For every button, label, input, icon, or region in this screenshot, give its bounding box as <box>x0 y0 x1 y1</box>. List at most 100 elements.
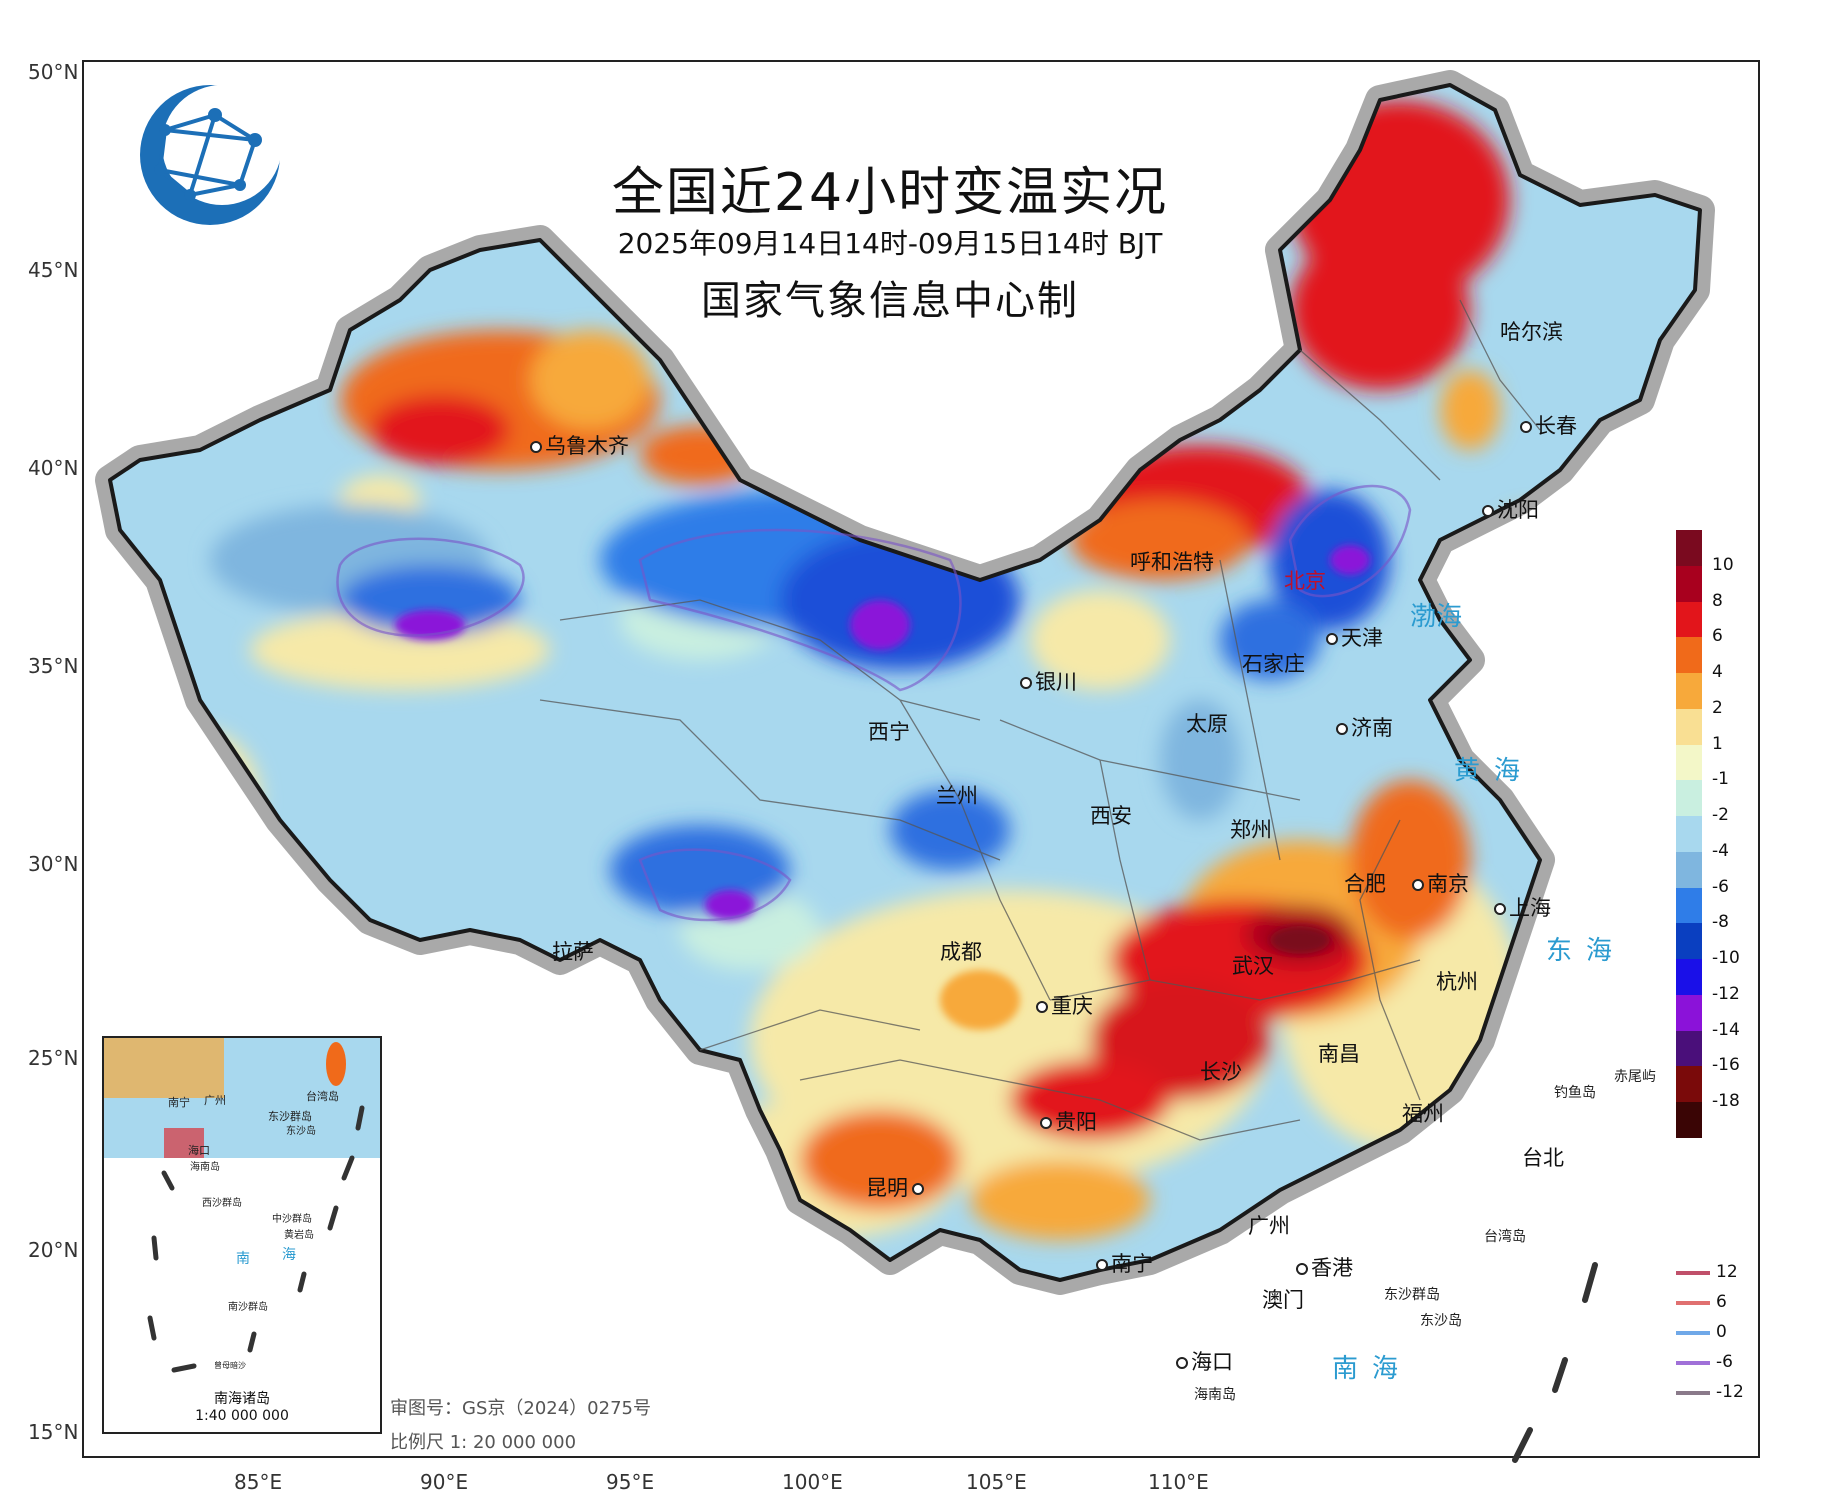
lat-label: 45°N <box>28 258 79 282</box>
city-kunming: 昆明 <box>866 1172 927 1202</box>
inset-label: 海口 <box>188 1144 210 1157</box>
lon-label: 105°E <box>966 1470 1027 1494</box>
legend-swatch <box>1676 673 1702 710</box>
legend-label: 6 <box>1712 626 1723 647</box>
city-guangzhou: 广州 <box>1248 1214 1290 1238</box>
inset-label: 东沙群岛 <box>268 1110 312 1123</box>
lat-label: 35°N <box>28 654 79 678</box>
contour-legend-label: -12 <box>1716 1382 1744 1402</box>
city-shijiazhuang: 石家庄 <box>1242 652 1305 676</box>
legend-label: 1 <box>1712 733 1723 754</box>
lon-label: 100°E <box>782 1470 843 1494</box>
city-macau: 澳门 <box>1262 1288 1304 1312</box>
sea-south: 南海 <box>1332 1354 1413 1384</box>
lat-label: 25°N <box>28 1046 79 1070</box>
legend-label: -8 <box>1712 912 1729 933</box>
legend-swatch <box>1676 708 1702 746</box>
city-shenyang: 沈阳 <box>1482 494 1539 524</box>
lon-label: 90°E <box>420 1470 469 1494</box>
inset-label: 广州 <box>204 1094 226 1107</box>
province-borders <box>539 299 1541 1141</box>
south-china-sea-inset: 南宁 广州 台湾岛 海口 东沙群岛 海南岛 东沙岛 西沙群岛 中沙群岛 黄岩岛 … <box>102 1036 382 1434</box>
legend-swatch <box>1676 959 1702 996</box>
inset-label: 西沙群岛 <box>202 1198 242 1209</box>
legend-swatch <box>1676 565 1702 602</box>
island-chiwei: 赤尾屿 <box>1614 1069 1656 1085</box>
contour-legend-label: 6 <box>1716 1292 1727 1312</box>
map-scale: 比例尺 1: 20 000 000 <box>390 1432 577 1453</box>
legend-swatch <box>1676 887 1702 924</box>
inset-sea: 海 <box>282 1247 296 1263</box>
contour-legend-label: -6 <box>1716 1352 1733 1372</box>
legend-label: -4 <box>1712 840 1729 861</box>
city-tianjin: 天津 <box>1326 622 1383 652</box>
island-diaoyu: 钓鱼岛 <box>1554 1085 1596 1101</box>
lon-label: 110°E <box>1148 1470 1209 1494</box>
legend-label: -6 <box>1712 876 1729 897</box>
legend-label: 4 <box>1712 662 1723 683</box>
city-lanzhou: 兰州 <box>936 784 978 808</box>
inset-label: 南宁 <box>168 1096 190 1109</box>
city-hohhot: 呼和浩特 <box>1130 550 1214 574</box>
city-hefei: 合肥 <box>1344 872 1386 896</box>
city-shanghai: 上海 <box>1494 892 1551 922</box>
legend-swatch <box>1676 1066 1702 1103</box>
contour-legend-line <box>1676 1391 1710 1395</box>
sea-east: 东海 <box>1546 936 1627 966</box>
legend-label: 8 <box>1712 590 1723 611</box>
inset-title: 南海诸岛 <box>214 1391 270 1407</box>
legend-swatch <box>1676 744 1702 781</box>
city-zhengzhou: 郑州 <box>1230 818 1272 842</box>
legend-swatch <box>1676 637 1702 674</box>
review-number: 审图号：GS京（2024）0275号 <box>390 1398 651 1419</box>
sea-bohai: 渤海 <box>1410 602 1463 632</box>
city-chengdu: 成都 <box>940 940 982 964</box>
lat-label: 20°N <box>28 1238 79 1262</box>
lat-label: 50°N <box>28 60 79 84</box>
island-dongsha-group: 东沙群岛 <box>1384 1287 1440 1303</box>
city-jinan: 济南 <box>1336 712 1393 742</box>
city-changsha: 长沙 <box>1200 1060 1242 1084</box>
city-taipei: 台北 <box>1522 1146 1564 1170</box>
inset-sea: 南 <box>236 1251 250 1267</box>
national-border <box>108 83 1702 1282</box>
legend-swatch <box>1676 994 1702 1032</box>
legend-swatch <box>1676 1102 1702 1139</box>
contour-lines <box>336 484 1412 922</box>
dash-line <box>1512 1262 1598 1463</box>
map-title: 全国近24小时变温实况 <box>611 163 1169 223</box>
contour-legend-line <box>1676 1331 1710 1335</box>
city-hangzhou: 杭州 <box>1436 970 1478 994</box>
city-guiyang: 贵阳 <box>1040 1106 1097 1136</box>
legend-swatch <box>1676 601 1702 638</box>
inset-label: 台湾岛 <box>306 1090 339 1103</box>
legend-swatch <box>1676 851 1702 889</box>
lat-label: 15°N <box>28 1420 79 1444</box>
contour-legend-line <box>1676 1361 1710 1365</box>
city-xining: 西宁 <box>868 720 910 744</box>
legend-label: -16 <box>1712 1055 1740 1076</box>
legend-swatch <box>1676 780 1702 817</box>
contour-legend-label: 12 <box>1716 1262 1738 1282</box>
inset-scale: 1:40 000 000 <box>195 1408 289 1424</box>
lon-label: 95°E <box>606 1470 655 1494</box>
inset-label: 南沙群岛 <box>228 1302 268 1313</box>
city-taiyuan: 太原 <box>1186 712 1228 736</box>
lon-label: 85°E <box>234 1470 283 1494</box>
cma-logo <box>140 85 282 225</box>
city-harbin: 哈尔滨 <box>1500 320 1563 344</box>
inset-label: 曾母暗沙 <box>214 1361 246 1370</box>
city-fuzhou: 福州 <box>1402 1102 1444 1126</box>
temperature-legend <box>1676 530 1702 1139</box>
inset-label: 中沙群岛 <box>272 1214 312 1225</box>
island-dongsha: 东沙岛 <box>1420 1313 1462 1329</box>
city-nanjing: 南京 <box>1412 868 1469 898</box>
city-chongqing: 重庆 <box>1036 990 1093 1020</box>
contour-legend-line <box>1676 1301 1710 1305</box>
city-lhasa: 拉萨 <box>552 940 594 964</box>
city-urumqi: 乌鲁木齐 <box>530 430 629 460</box>
contour-legend-line <box>1676 1271 1710 1275</box>
map-issuer: 国家气象信息中心制 <box>701 278 1079 324</box>
legend-label: -14 <box>1712 1019 1740 1040</box>
inset-label: 黄岩岛 <box>284 1230 314 1241</box>
